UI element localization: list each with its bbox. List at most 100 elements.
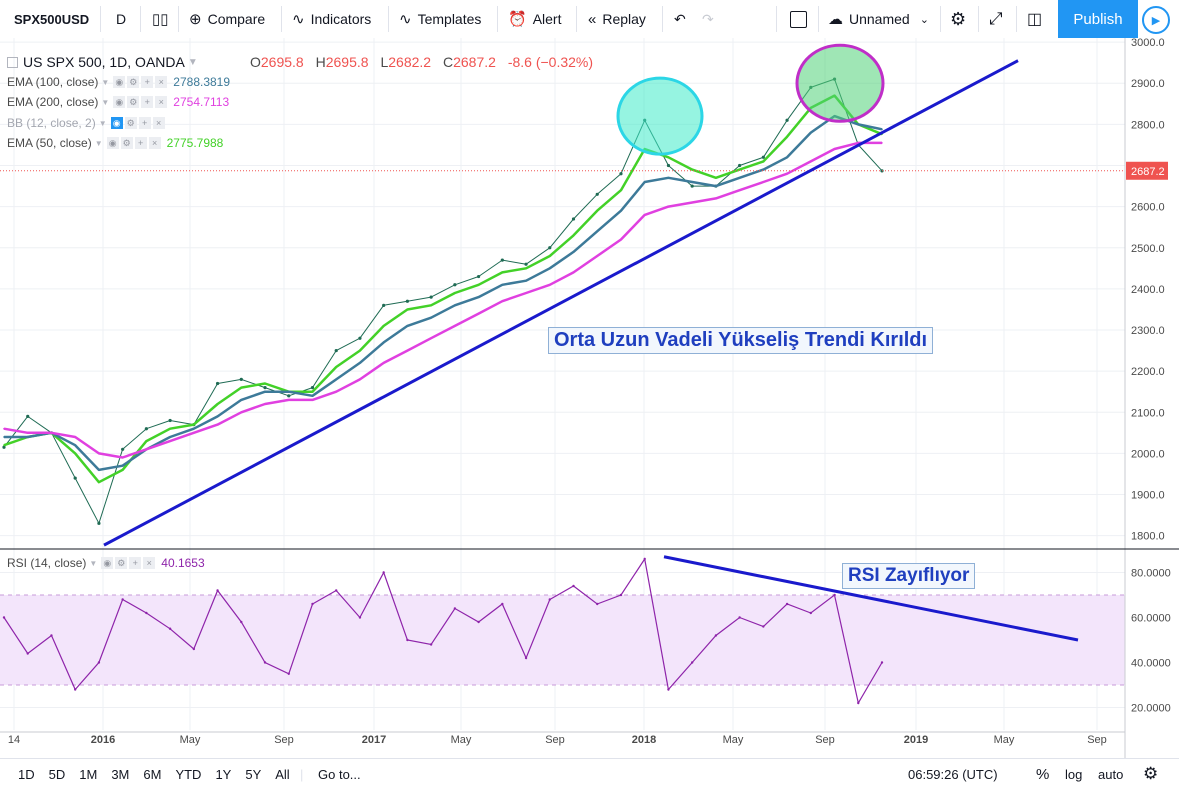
data-point — [810, 160, 812, 163]
auto-toggle[interactable]: auto — [1098, 766, 1124, 782]
chevron-down-icon[interactable]: ▼ — [101, 77, 110, 87]
last-price-tag — [1126, 161, 1168, 180]
layout-name: Unnamed — [849, 11, 910, 27]
y-tick-label: 2800.0 — [1131, 119, 1165, 131]
indicators-icon: ∿ — [292, 11, 305, 28]
data-point — [762, 181, 765, 183]
data-point — [691, 168, 693, 171]
data-point — [881, 142, 883, 144]
rsi-point — [406, 638, 409, 642]
redo-button[interactable]: ↷ — [702, 0, 714, 38]
data-point — [477, 312, 480, 315]
rsi-point — [833, 593, 836, 597]
range-1m[interactable]: 1M — [79, 766, 98, 782]
data-point — [548, 246, 552, 250]
data-point — [643, 181, 646, 183]
indicator-buttons[interactable]: ◉ ⚙ + × — [113, 76, 169, 88]
data-point — [2, 445, 6, 449]
range-1d[interactable]: 1D — [18, 766, 35, 782]
data-point — [596, 209, 599, 212]
range-5d[interactable]: 5D — [48, 766, 66, 782]
snapshot-button[interactable]: ◫ — [1027, 0, 1042, 38]
publish-button[interactable]: Publish — [1058, 0, 1138, 38]
templates-icon: ∿ — [399, 11, 412, 28]
data-point — [3, 427, 5, 430]
divider — [281, 6, 282, 32]
data-point — [382, 341, 385, 344]
range-5y[interactable]: 5Y — [245, 766, 262, 782]
fullscreen-button[interactable]: ⤢ — [989, 0, 1003, 38]
range-ytd[interactable]: YTD — [175, 766, 202, 782]
rsi-point — [358, 616, 362, 619]
settings-button[interactable]: ⚙ — [950, 0, 966, 38]
settings-button[interactable]: ⚙ — [1143, 759, 1158, 789]
layout-name-button[interactable]: ☁ Unnamed ⌄ — [828, 0, 929, 38]
data-point — [334, 348, 338, 353]
data-point — [358, 336, 362, 340]
undo-button[interactable]: ↶ — [674, 0, 686, 38]
alert-button[interactable]: ⏰ Alert — [508, 0, 561, 38]
rsi-weakening-annotation[interactable]: RSI Zayıflıyor — [842, 563, 976, 589]
interval-selector[interactable]: D — [116, 11, 127, 27]
date-range-buttons: 1D 5D 1M 3M 6M YTD 1Y 5Y All — [18, 759, 304, 789]
indicator-buttons[interactable]: ◉ ⚙ + × — [113, 96, 169, 108]
range-3m[interactable]: 3M — [111, 766, 130, 782]
compare-button[interactable]: ⊕ Compare — [189, 0, 265, 38]
templates-button[interactable]: ∿ Templates — [399, 0, 481, 38]
chevron-down-icon[interactable]: ▼ — [187, 56, 198, 68]
chart-style-button[interactable]: ▯▯ — [152, 0, 175, 38]
last-price-label: 2687.2 — [1131, 166, 1165, 178]
peak-circle-2 — [795, 43, 885, 123]
data-point — [287, 394, 291, 398]
data-point — [572, 271, 575, 274]
fullscreen-layout-button[interactable] — [790, 0, 807, 38]
x-tick-label: May — [994, 734, 1015, 746]
indicator-buttons[interactable]: ◉ ⚙ + × — [101, 557, 157, 569]
open-key: O — [250, 54, 261, 70]
symbol-search[interactable]: SPX500USD — [14, 11, 90, 27]
play-icon[interactable]: ▶ — [1142, 6, 1170, 34]
rsi-point — [192, 647, 196, 651]
data-point — [548, 283, 551, 286]
rsi-point — [382, 571, 385, 574]
data-point — [240, 386, 243, 389]
data-point — [145, 448, 148, 451]
change-value: -8.6 (−0.32%) — [507, 54, 594, 70]
indicator-buttons[interactable]: ◉ ⚙ + × — [110, 117, 167, 129]
data-point — [3, 436, 5, 438]
data-point — [74, 444, 76, 446]
divider — [662, 6, 663, 32]
data-point — [572, 251, 575, 253]
price-chart[interactable]: 1800.0 1900.0 2000.0 2100.0 2200.0 2300.0 2400… — [0, 38, 1179, 758]
log-toggle[interactable]: log — [1065, 766, 1083, 782]
chevron-down-icon[interactable]: ▼ — [94, 138, 103, 148]
range-1y[interactable]: 1Y — [215, 766, 232, 782]
rsi-point — [263, 661, 267, 664]
rsi-point — [73, 688, 77, 691]
chevron-down-icon[interactable]: ▼ — [89, 558, 98, 568]
indicators-button[interactable]: ∿ Indicators — [292, 0, 371, 38]
chevron-down-icon[interactable]: ▼ — [101, 97, 110, 107]
range-all[interactable]: All — [275, 766, 290, 782]
rsi-point — [168, 627, 172, 630]
data-point — [215, 381, 220, 386]
range-6m[interactable]: 6M — [143, 766, 162, 782]
indicator-buttons[interactable]: ◉ ⚙ + × — [106, 137, 163, 149]
chevron-down-icon[interactable]: ▼ — [98, 118, 107, 128]
open-value: 2695.8 — [260, 54, 304, 70]
rsi-point — [50, 634, 53, 637]
data-point — [73, 476, 77, 480]
goto-button[interactable]: Go to... — [318, 766, 361, 782]
data-point — [98, 481, 100, 483]
data-point — [477, 283, 480, 286]
series-line-0 — [3, 78, 883, 524]
rsi-point — [548, 598, 551, 601]
rsi-point — [524, 656, 528, 660]
replay-button[interactable]: « Replay — [588, 0, 646, 38]
series-line-3 — [3, 141, 882, 459]
percent-toggle[interactable]: % — [1036, 765, 1050, 783]
redo-icon: ↷ — [702, 10, 714, 27]
trend-break-annotation[interactable]: Orta Uzun Vadeli Yükseliş Trendi Kırıldı — [548, 327, 934, 354]
rsi-point — [762, 625, 765, 628]
collapse-icon[interactable] — [7, 56, 18, 68]
